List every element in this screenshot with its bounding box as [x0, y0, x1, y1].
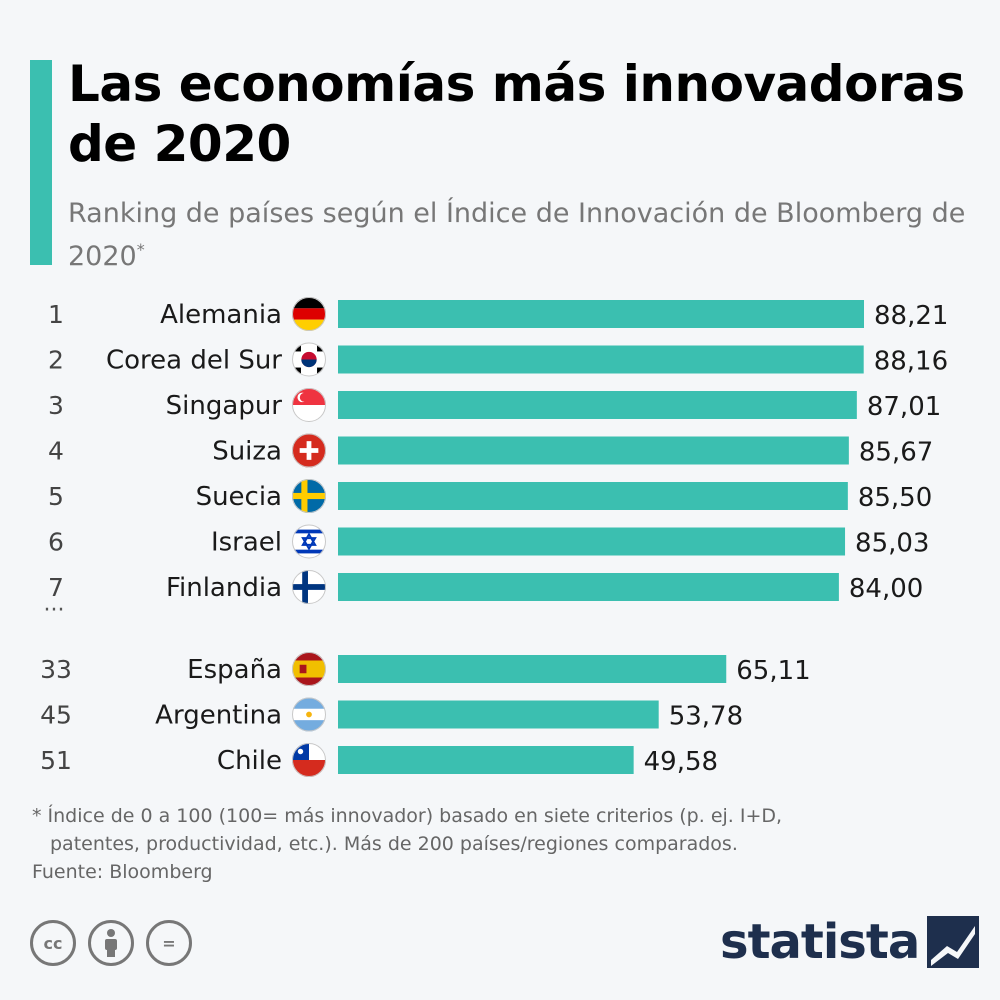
rank-label: 3 — [48, 391, 64, 420]
rank-label: 6 — [48, 528, 64, 557]
country-label: Chile — [217, 746, 282, 776]
value-label: 53,78 — [669, 702, 743, 732]
bar-row-argentina: 45 Argentina 53,78 — [40, 697, 743, 732]
sg-flag-icon — [292, 388, 326, 422]
bar — [338, 655, 727, 683]
rank-label: 1 — [48, 300, 64, 329]
rank-label: 33 — [40, 655, 72, 684]
country-label: Alemania — [160, 300, 282, 330]
bar-chart: 1 Alemania 88,21 2 Corea del Sur 88,16 3 Singap… — [40, 297, 948, 777]
statista-logo[interactable]: statista — [720, 914, 980, 970]
ar-flag-icon — [292, 697, 326, 732]
subtitle-text: Ranking de países según el Índice de Inn… — [68, 198, 966, 272]
bar — [338, 436, 849, 465]
value-label: 87,01 — [867, 392, 941, 422]
bar — [338, 300, 864, 328]
value-label: 85,50 — [858, 483, 932, 513]
bar-row-singapur: 3 Singapur 87,01 — [48, 388, 941, 422]
bar-row-corea-del-sur: 2 Corea del Sur 88,16 — [48, 342, 948, 377]
bar — [338, 482, 848, 510]
bar-row-finlandia: 7 Finlandia 84,00 — [48, 570, 923, 604]
rank-label: 45 — [40, 701, 72, 730]
footnote-line-2: patentes, productividad, etc.). Más de 2… — [50, 833, 738, 855]
bar — [338, 746, 634, 774]
rank-label: 51 — [40, 746, 72, 775]
bar-row-israel: 6 Israel 85,03 — [48, 524, 929, 559]
source-text: Fuente: Bloomberg — [32, 861, 213, 883]
chart-title: Las economías más innovadoras de 2020 — [68, 55, 965, 173]
subtitle-footnote-mark: * — [136, 240, 145, 259]
country-label: España — [187, 655, 282, 685]
bar — [338, 345, 864, 374]
value-label: 85,03 — [855, 529, 929, 559]
bar-row-chile: 51 Chile 49,58 — [40, 743, 718, 777]
bar — [338, 700, 659, 729]
cl-flag-icon — [292, 743, 326, 777]
country-label: Israel — [211, 528, 282, 558]
chart-subtitle: Ranking de países según el Índice de Inn… — [68, 196, 968, 275]
country-label: Finlandia — [166, 573, 282, 603]
bar-row-españa: 33 España 65,11 — [40, 652, 811, 686]
bar-row-suecia: 5 Suecia 85,50 — [48, 479, 932, 513]
bar — [338, 391, 857, 419]
rank-label: 7 — [48, 573, 64, 602]
country-label: Suiza — [212, 437, 282, 467]
ellipsis-marker: ... — [44, 592, 65, 617]
country-label: Singapur — [166, 391, 283, 421]
bar-row-suiza: 4 Suiza 85,67 — [48, 433, 933, 468]
title-accent-bar — [30, 60, 52, 265]
footnote-line-1: * Índice de 0 a 100 (100= más innovador)… — [32, 805, 783, 827]
rank-label: 4 — [48, 437, 64, 466]
value-label: 85,67 — [859, 438, 933, 468]
country-label: Argentina — [155, 701, 282, 731]
statista-logo-icon — [927, 916, 980, 968]
cc-icon[interactable]: cc — [30, 920, 76, 966]
brand-wordmark: statista — [720, 914, 920, 970]
value-label: 88,16 — [874, 347, 948, 377]
rank-label: 5 — [48, 482, 64, 511]
bar — [338, 573, 839, 601]
license-icons: cc = — [30, 920, 192, 966]
no-derivatives-icon[interactable]: = — [146, 920, 192, 966]
country-label: Corea del Sur — [106, 346, 282, 376]
de-flag-icon — [292, 297, 326, 331]
attribution-icon[interactable] — [88, 920, 134, 966]
country-label: Suecia — [196, 482, 282, 512]
value-label: 88,21 — [874, 301, 948, 331]
value-label: 65,11 — [736, 656, 810, 686]
value-label: 49,58 — [644, 747, 718, 777]
value-label: 84,00 — [849, 574, 923, 604]
bar-row-alemania: 1 Alemania 88,21 — [48, 297, 948, 331]
es-flag-icon — [292, 652, 326, 686]
footnote: * Índice de 0 a 100 (100= más innovador)… — [32, 802, 972, 858]
bar — [338, 527, 846, 556]
rank-label: 2 — [48, 346, 64, 375]
